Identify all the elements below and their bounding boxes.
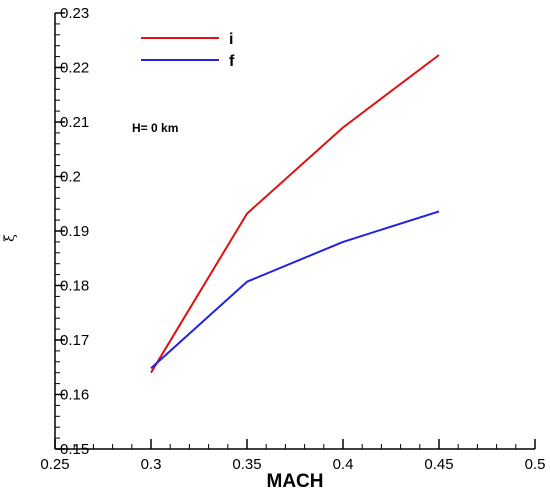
series-line-i [150,54,440,374]
series-line-f [150,210,440,370]
y-tick-labels: 0.15 0.16 0.17 0.18 0.19 0.2 0.21 0.22 0.23 [60,5,89,458]
y-tick-label: 0.21 [60,114,89,131]
x-axis-title: MACH [267,471,324,491]
x-tick-label: 0.5 [525,456,546,473]
y-tick-label: 0.2 [60,169,81,186]
altitude-annotation: H= 0 km [132,121,178,135]
x-tick-label: 0.3 [141,456,162,473]
legend-label-f: f [229,53,235,70]
y-tick-label: 0.19 [60,223,89,240]
major-ticks [54,12,536,450]
x-tick-label: 0.35 [232,456,261,473]
x-tick-label: 0.25 [40,456,69,473]
y-axis-title: ξ [2,234,18,242]
y-tick-label: 0.22 [60,60,89,77]
x-tick-label: 0.4 [333,456,354,473]
y-tick-label: 0.15 [60,441,89,458]
legend: if [141,31,235,70]
y-tick-label: 0.17 [60,332,89,349]
y-tick-label: 0.18 [60,278,89,295]
x-tick-labels: 0.25 0.3 0.35 0.4 0.45 0.5 [40,456,545,473]
series-lines [150,54,440,374]
y-tick-label: 0.16 [60,387,89,404]
x-tick-label: 0.45 [424,456,453,473]
legend-label-i: i [229,31,233,48]
minor-ticks [54,12,536,450]
y-tick-label: 0.23 [60,5,89,22]
